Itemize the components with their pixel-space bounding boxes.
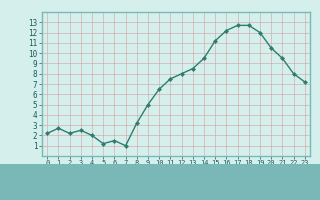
X-axis label: Humidex (Indice chaleur): Humidex (Indice chaleur) bbox=[111, 168, 241, 177]
